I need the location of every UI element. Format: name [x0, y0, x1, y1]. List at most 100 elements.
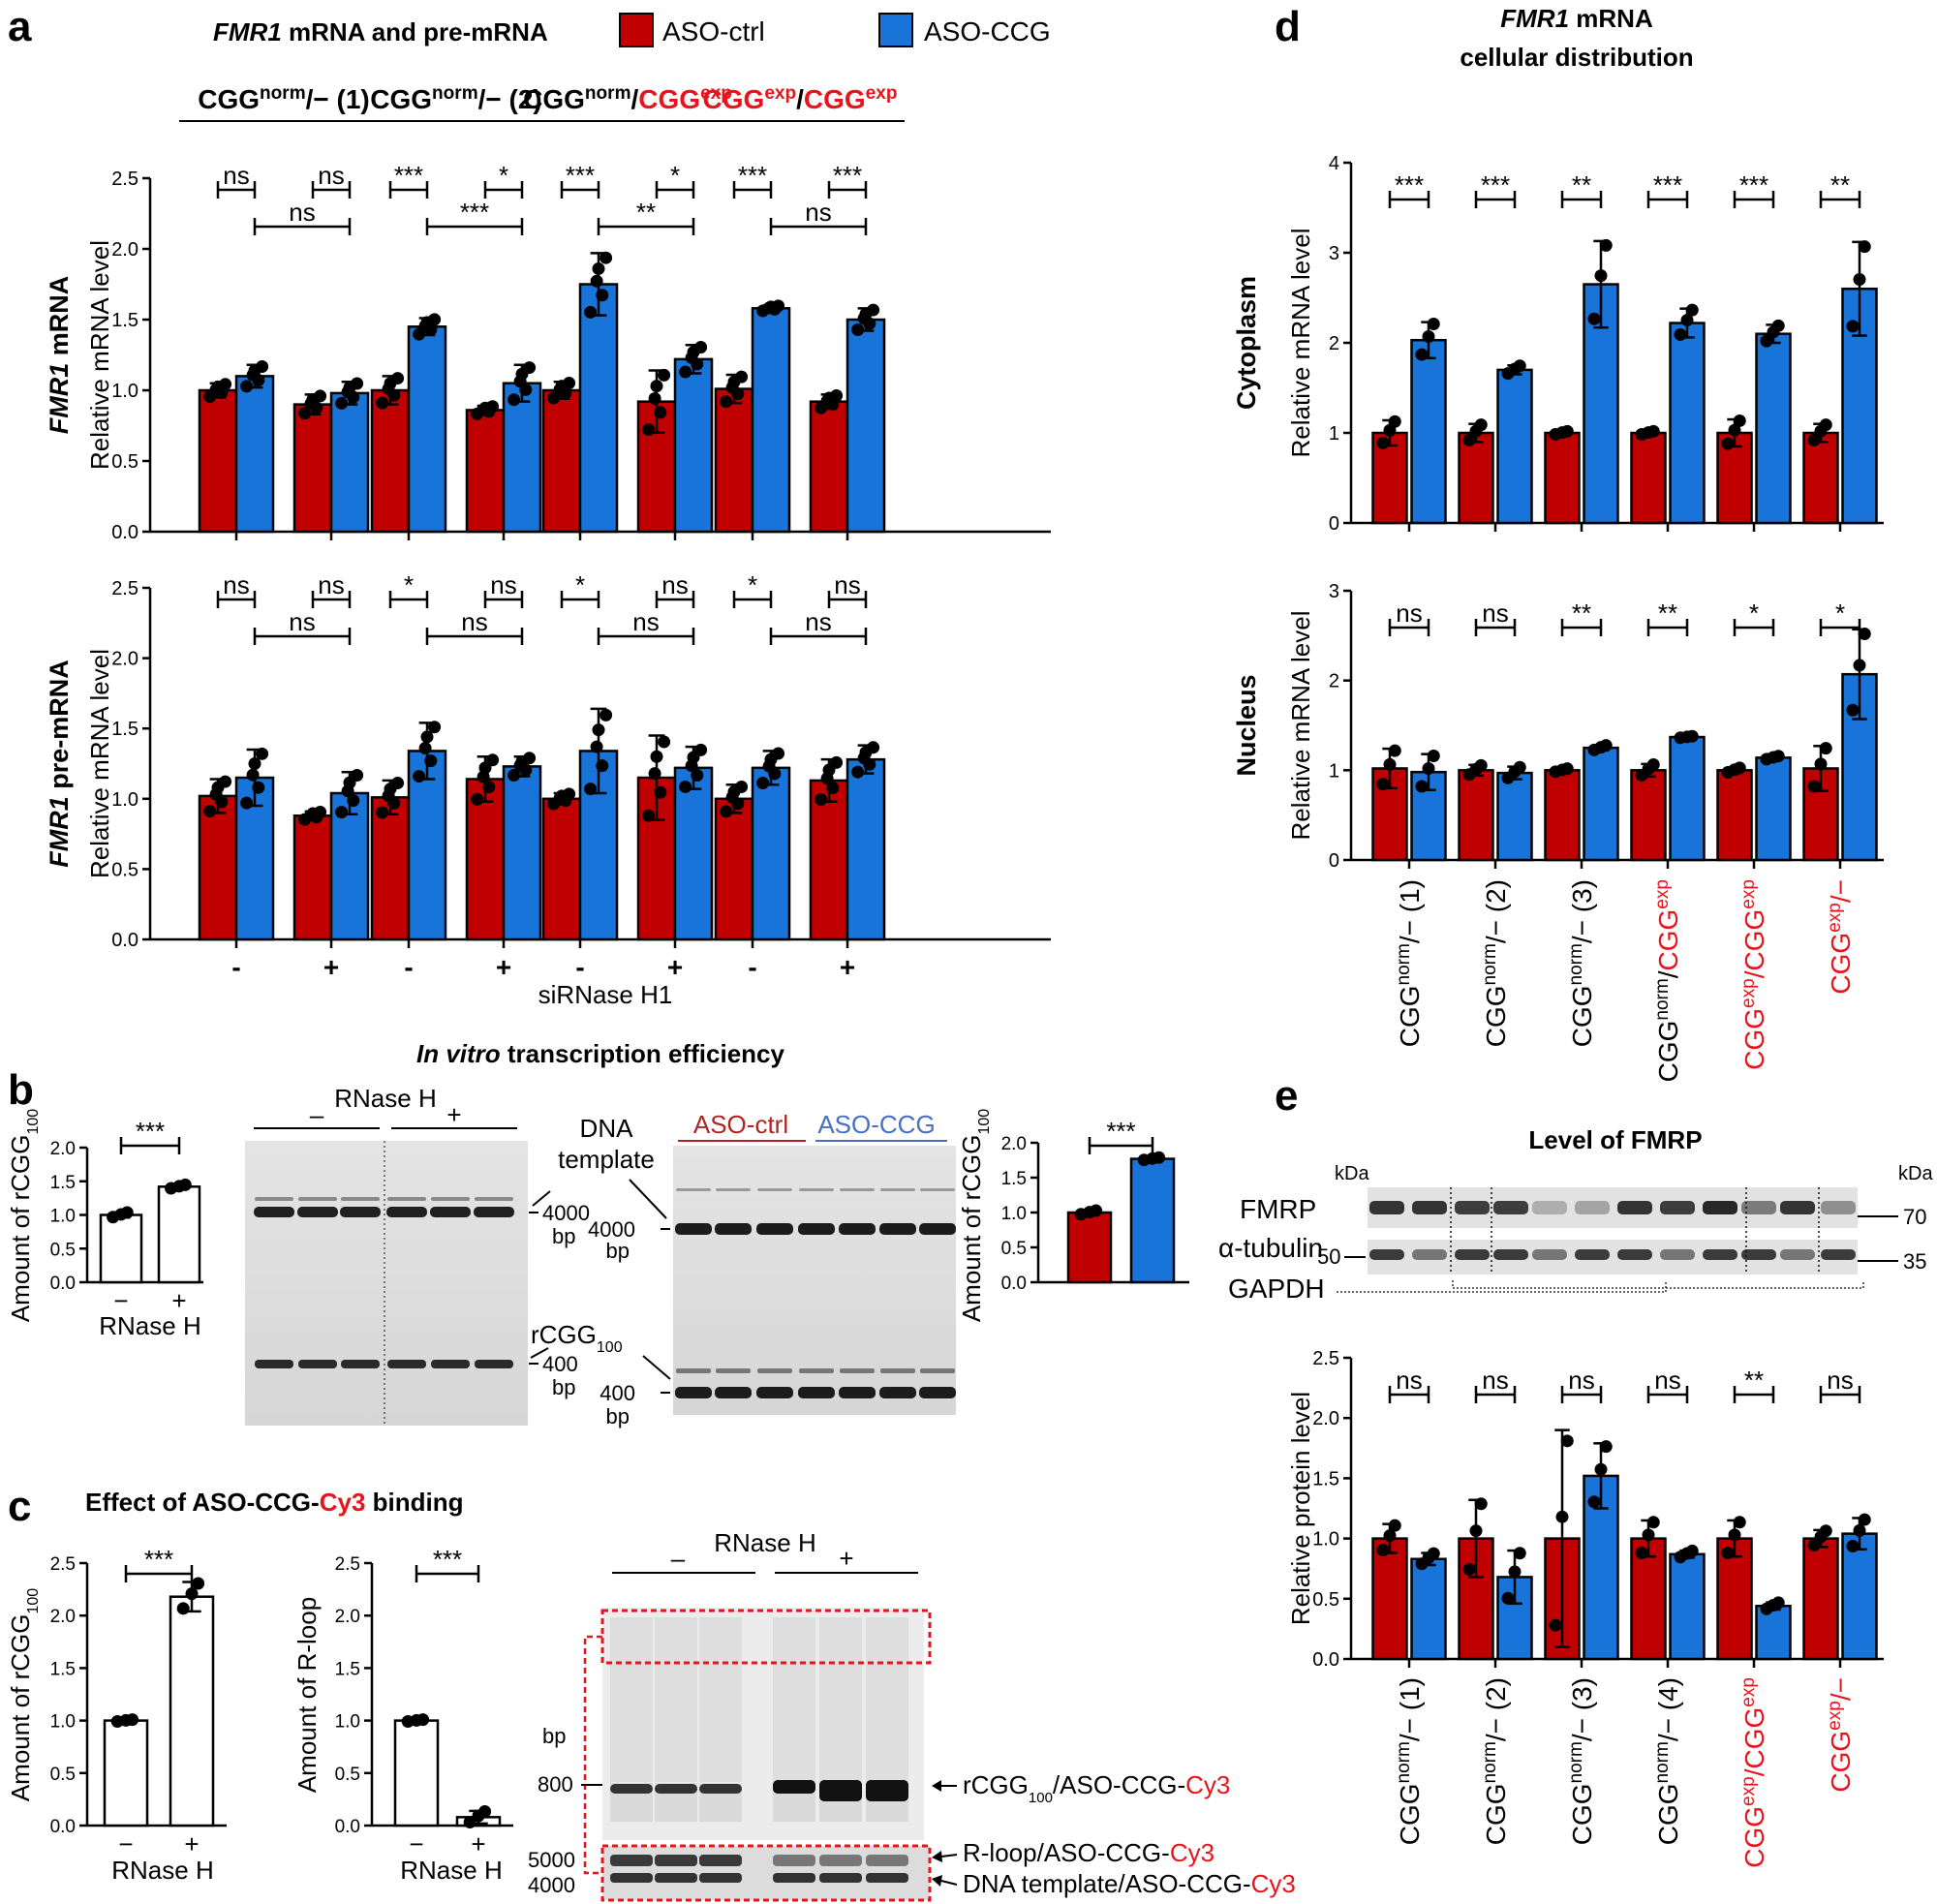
- data-point: [114, 1208, 128, 1221]
- data-point: [1767, 325, 1780, 339]
- data-point: [555, 789, 569, 803]
- gel-band-faint: [716, 1368, 751, 1373]
- label-segment: CGG: [1395, 986, 1425, 1048]
- label-segment: /− (4): [1653, 1677, 1683, 1741]
- data-point: [256, 747, 269, 760]
- data-point: [471, 792, 484, 806]
- data-point: [248, 364, 261, 378]
- marker-unit: bp: [606, 1239, 630, 1263]
- bar: [292, 403, 333, 534]
- bar: [1496, 771, 1533, 862]
- gel-lane: [773, 1617, 815, 1782]
- bar: [578, 283, 619, 534]
- bar: [1496, 368, 1533, 525]
- lane-label-aso-ccg: ASO-CCG: [817, 1110, 935, 1139]
- marker-label: 70: [1903, 1205, 1926, 1229]
- data-point: [731, 797, 745, 811]
- data-point: [478, 761, 492, 775]
- y-tick-label: 1.5: [111, 719, 138, 740]
- label-rest: /ASO-CCG-: [1053, 1770, 1185, 1799]
- data-point: [720, 395, 733, 409]
- label-segment: CGG: [1653, 1784, 1683, 1846]
- significance-label: ns: [289, 607, 315, 636]
- significance-label: **: [636, 198, 656, 227]
- data-point: [1422, 1551, 1435, 1565]
- label-main: rCGG: [531, 1320, 597, 1349]
- y-tick-label: 1.0: [1312, 1529, 1339, 1551]
- significance-label: **: [1572, 599, 1591, 628]
- x-category-label: CGGexp/CGGexp: [1738, 879, 1770, 1070]
- gel-plus-label: +: [839, 1544, 853, 1573]
- bar: [1129, 1157, 1176, 1284]
- blot-label-gapdh: GAPDH: [1228, 1274, 1325, 1304]
- y-tick-label: 1.5: [50, 1659, 76, 1679]
- blot-band-tubulin: [1575, 1249, 1610, 1260]
- y-tick-label: 4: [1329, 153, 1339, 174]
- bar: [1544, 431, 1581, 525]
- marker-label: 4000: [542, 1201, 590, 1225]
- kda-label: kDa: [1898, 1163, 1933, 1184]
- row-label-rest: pre-mRNA: [45, 660, 74, 796]
- y-tick-label: 0.5: [335, 1765, 360, 1785]
- data-point: [1383, 1529, 1397, 1543]
- title-italic: FMR1: [1500, 4, 1569, 33]
- label-segment: norm: [1652, 1741, 1673, 1783]
- data-point: [1508, 1565, 1522, 1579]
- bar: [157, 1185, 201, 1284]
- y-tick-label: 2: [1329, 671, 1339, 692]
- data-point: [863, 317, 876, 330]
- row-label: FMR1 pre-mRNA: [45, 660, 74, 868]
- data-point: [1376, 436, 1390, 449]
- blot-band-tubulin: [1780, 1249, 1815, 1260]
- data-point: [596, 759, 609, 773]
- significance-label: ns: [318, 161, 344, 190]
- x-category-label: CGGnorm/− (1): [1394, 1677, 1426, 1845]
- y-axis-label: Amount of rCGG100: [6, 1109, 42, 1322]
- gel-band-faint: [840, 1188, 875, 1191]
- y-tick-label: 1.0: [335, 1712, 360, 1733]
- data-point: [1388, 744, 1401, 757]
- gel-band-faint: [341, 1197, 380, 1201]
- data-point: [376, 396, 389, 410]
- arrow-line: [629, 1179, 667, 1219]
- data-point: [822, 391, 836, 405]
- y-tick-label: 1.0: [50, 1207, 76, 1227]
- bar: [714, 797, 754, 941]
- bar: [809, 779, 849, 941]
- arrow-line: [530, 1347, 549, 1359]
- label-segment: exp: [1738, 978, 1759, 1008]
- label-segment: /− (3): [1567, 1677, 1597, 1741]
- data-point: [851, 323, 865, 337]
- data-point: [1376, 778, 1390, 791]
- gel-band-rloop: [819, 1855, 862, 1866]
- group-header: CGGnorm/− (1): [198, 83, 370, 115]
- data-point: [687, 346, 700, 359]
- data-point: [768, 767, 782, 781]
- gel-band-4000: [386, 1207, 427, 1217]
- data-point: [1819, 742, 1832, 755]
- label-segment: exp: [1825, 903, 1845, 933]
- significance-label: ns: [1654, 1366, 1680, 1395]
- data-point: [1853, 273, 1866, 287]
- gel-band-rcgg: [255, 1360, 293, 1368]
- y-tick-label: 2.0: [50, 1607, 76, 1627]
- label-segment: CGG: [1739, 1008, 1769, 1070]
- label-segment: CGG: [1826, 933, 1856, 995]
- highlight-box-top: [600, 1609, 932, 1665]
- significance-label: ***: [394, 161, 423, 190]
- significance-label: ns: [1482, 1366, 1508, 1395]
- label-cy3: Cy3: [1170, 1838, 1214, 1867]
- row-label: FMR1 mRNA: [45, 276, 74, 435]
- significance-label: *: [404, 570, 414, 599]
- panel-a-title: FMR1 mRNA and pre-mRNA: [213, 17, 548, 46]
- data-point: [1858, 1513, 1871, 1526]
- bar: [1755, 756, 1792, 862]
- data-point: [515, 754, 529, 768]
- group-header: CGGexp/CGGexp: [703, 83, 898, 115]
- marker-unit: bp: [542, 1724, 566, 1748]
- data-point: [1594, 1462, 1608, 1476]
- y-tick-label: 1.0: [50, 1712, 76, 1733]
- data-point: [176, 1602, 190, 1615]
- blot-band-fmrp: [1455, 1201, 1490, 1214]
